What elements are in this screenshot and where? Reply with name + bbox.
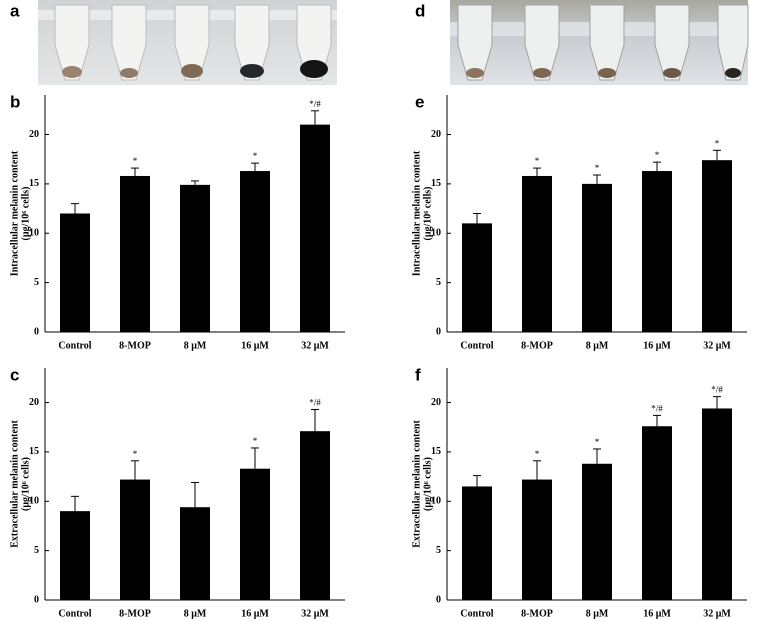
bar bbox=[120, 175, 150, 332]
photo-d bbox=[450, 0, 749, 85]
bar bbox=[702, 408, 732, 600]
x-tick-label: Control bbox=[58, 340, 91, 351]
y-tick-label: 5 bbox=[34, 277, 39, 288]
y-tick-label: 20 bbox=[29, 397, 39, 408]
bar bbox=[642, 426, 672, 600]
panel-label: e bbox=[415, 92, 424, 111]
y-axis-label: Intracellular melanin content bbox=[411, 150, 422, 276]
x-tick-label: 16 μM bbox=[241, 608, 269, 619]
y-tick-label: 10 bbox=[431, 228, 441, 239]
x-tick-label: Control bbox=[58, 608, 91, 619]
panel-label: f bbox=[415, 365, 421, 384]
y-tick-label: 20 bbox=[431, 397, 441, 408]
panel-label: a bbox=[10, 1, 20, 20]
y-tick-label: 15 bbox=[431, 446, 441, 457]
y-tick-label: 0 bbox=[34, 594, 39, 605]
y-tick-label: 0 bbox=[436, 594, 441, 605]
bar bbox=[702, 160, 732, 332]
y-tick-label: 5 bbox=[34, 545, 39, 556]
x-tick-label: 16 μM bbox=[241, 340, 269, 351]
bar bbox=[240, 468, 270, 600]
bar bbox=[60, 213, 90, 332]
significance-mark: * bbox=[133, 156, 138, 166]
panel-label: c bbox=[10, 365, 19, 384]
y-tick-label: 0 bbox=[34, 326, 39, 337]
y-tick-label: 15 bbox=[29, 446, 39, 457]
significance-mark: * bbox=[253, 151, 258, 161]
panel-label: d bbox=[415, 1, 425, 20]
significance-mark: * bbox=[253, 436, 258, 446]
bar bbox=[522, 479, 552, 600]
significance-mark: */# bbox=[651, 403, 663, 413]
y-axis-label: Extracellular melanin content bbox=[411, 420, 422, 548]
bar bbox=[582, 463, 612, 600]
x-tick-label: 8-MOP bbox=[119, 340, 151, 351]
x-tick-label: Control bbox=[460, 608, 493, 619]
bar bbox=[642, 171, 672, 332]
significance-mark: * bbox=[535, 449, 540, 459]
x-tick-label: 8-MOP bbox=[521, 340, 553, 351]
y-axis-label: Extracellular melanin content bbox=[9, 420, 20, 548]
x-tick-label: 8-MOP bbox=[521, 608, 553, 619]
y-tick-label: 10 bbox=[431, 496, 441, 507]
significance-mark: * bbox=[595, 163, 600, 173]
bar bbox=[462, 486, 492, 600]
significance-mark: */# bbox=[309, 99, 321, 109]
bar bbox=[582, 183, 612, 332]
bar bbox=[300, 431, 330, 600]
x-tick-label: 32 μM bbox=[301, 608, 329, 619]
y-axis-label: (μg/10⁶ cells) bbox=[422, 187, 433, 241]
bar bbox=[120, 479, 150, 600]
y-tick-label: 20 bbox=[29, 129, 39, 140]
x-tick-label: 16 μM bbox=[643, 608, 671, 619]
significance-mark: */# bbox=[309, 398, 321, 408]
significance-mark: * bbox=[535, 156, 540, 166]
bar bbox=[240, 171, 270, 332]
y-tick-label: 10 bbox=[29, 228, 39, 239]
x-tick-label: 8 μM bbox=[586, 608, 609, 619]
panel-label: b bbox=[10, 92, 20, 111]
y-tick-label: 5 bbox=[436, 545, 441, 556]
x-tick-label: Control bbox=[460, 340, 493, 351]
x-tick-label: 32 μM bbox=[703, 608, 731, 619]
x-tick-label: 32 μM bbox=[301, 340, 329, 351]
photo-a bbox=[38, 0, 337, 85]
significance-mark: * bbox=[715, 138, 720, 148]
x-tick-label: 8-MOP bbox=[119, 608, 151, 619]
bar bbox=[462, 223, 492, 332]
y-axis-label: Intracellular melanin content bbox=[9, 150, 20, 276]
bar bbox=[60, 511, 90, 600]
significance-mark: * bbox=[655, 150, 660, 160]
significance-mark: * bbox=[595, 437, 600, 447]
x-tick-label: 8 μM bbox=[184, 608, 207, 619]
x-tick-label: 8 μM bbox=[586, 340, 609, 351]
significance-mark: * bbox=[133, 449, 138, 459]
y-axis-label: (μg/10⁶ cells) bbox=[422, 457, 433, 511]
y-axis-label: (μg/10⁶ cells) bbox=[20, 457, 31, 511]
bar bbox=[180, 507, 210, 600]
significance-mark: */# bbox=[711, 385, 723, 395]
x-tick-label: 8 μM bbox=[184, 340, 207, 351]
y-tick-label: 5 bbox=[436, 277, 441, 288]
y-axis-label: (μg/10⁶ cells) bbox=[20, 187, 31, 241]
bar bbox=[300, 124, 330, 332]
bar bbox=[522, 175, 552, 332]
y-tick-label: 15 bbox=[431, 178, 441, 189]
y-tick-label: 10 bbox=[29, 496, 39, 507]
bar bbox=[180, 184, 210, 332]
y-tick-label: 0 bbox=[436, 326, 441, 337]
x-tick-label: 32 μM bbox=[703, 340, 731, 351]
y-tick-label: 15 bbox=[29, 178, 39, 189]
y-tick-label: 20 bbox=[431, 129, 441, 140]
x-tick-label: 16 μM bbox=[643, 340, 671, 351]
